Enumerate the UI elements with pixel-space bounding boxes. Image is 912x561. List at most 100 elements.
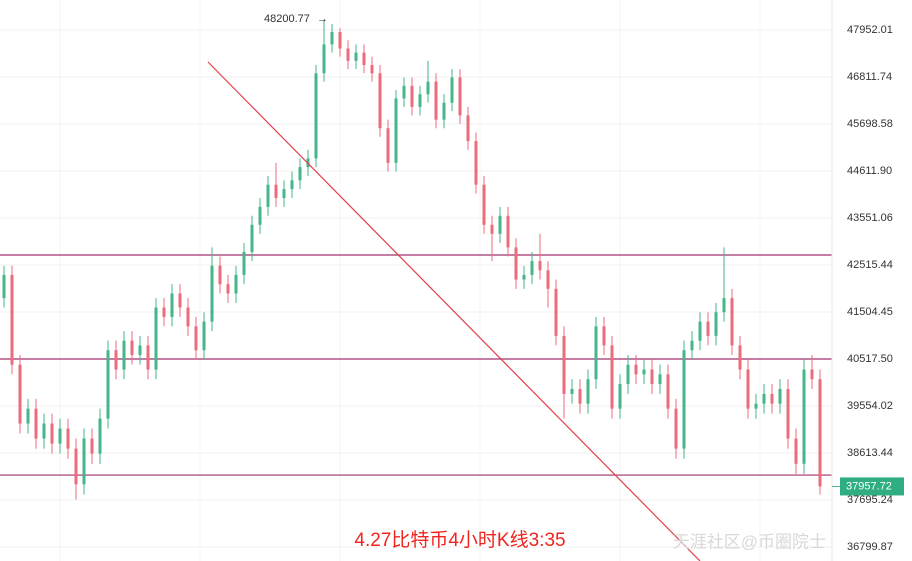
candle-body [10,274,14,365]
candle-body [178,293,182,308]
candle-body [58,428,62,444]
y-tick-label: 38613.44 [847,447,893,459]
candle-body [754,403,758,409]
candle-body [714,312,718,336]
candle-body [562,335,566,394]
candle-body [610,345,614,409]
candle-body [338,32,342,49]
candle-body [370,64,374,74]
candle-body [778,388,782,404]
plot-area [0,19,832,500]
candle-body [282,189,286,198]
candle-body [442,102,446,120]
peak-annotation: 48200.77 [264,13,310,25]
candle-body [634,364,638,375]
candle-body [82,438,86,485]
candle-body [74,448,78,485]
candle-body [162,307,166,317]
candle-body [290,180,294,190]
candle-body [298,167,302,181]
y-tick-label: 39554.02 [847,400,893,412]
candle-body [682,350,686,449]
candle-body [626,364,630,385]
candle-body [642,369,646,375]
candle-body [210,265,214,322]
candle-body [482,184,486,225]
candle-body [402,85,406,99]
candle-body [274,184,278,198]
candle-body [418,94,422,107]
candle-body [818,379,822,487]
candle-body [802,369,806,464]
candle-body [594,326,598,380]
candle-body [658,374,662,385]
candle-body [730,298,734,346]
y-axis: 47952.01 46811.74 45698.58 44611.90 43551.06… [832,24,904,553]
candle-body [234,274,238,294]
candle-body [706,321,710,336]
candle-body [330,32,334,45]
candle-body [426,81,430,95]
candle-body [770,393,774,404]
candle-body [810,369,814,380]
candle-body [650,369,654,385]
candle-body [522,274,526,280]
candle-body [498,215,502,234]
y-tick-label: 41504.45 [847,306,893,318]
candle-body [218,265,222,285]
candle-body [618,384,622,409]
candle-body [90,438,94,454]
candle-body [354,52,358,61]
candle-body [490,224,494,234]
candle-body [346,48,350,61]
candle-body [674,408,678,449]
candle-body [602,326,606,346]
candle-body [50,423,54,444]
candle-body [378,73,382,129]
candle-body [146,345,150,370]
last-price-label: 37957.72 [846,480,892,492]
candle-body [786,388,790,439]
candle-body [98,418,102,454]
y-tick-label: 44611.90 [847,165,892,177]
candle-body [794,438,798,464]
candle-body [666,374,670,409]
candle-body [698,321,702,341]
candle-body [434,81,438,120]
candle-body [538,261,542,271]
candle-body [546,270,550,289]
candle-body [114,350,118,370]
y-tick-label: 42515.44 [847,259,893,271]
candle-body [450,77,454,103]
candle-body [746,369,750,409]
candle-body [386,128,390,163]
chart-title: 4.27比特币4小时K线3:35 [354,529,565,551]
candle-body [202,321,206,351]
peak-arrow: → [317,13,328,25]
candle-body [66,428,70,449]
candle-body [586,379,590,404]
candle-body [106,350,110,419]
candle-body [690,340,694,351]
candle-body [738,345,742,370]
candle-body [506,215,510,248]
grid [0,0,832,561]
candle-body [570,388,574,394]
y-tick-label: 45698.58 [847,118,893,130]
candle-body [266,184,270,207]
y-tick-label: 36799.87 [847,541,893,553]
candle-body [194,326,198,351]
candle-body [554,288,558,336]
trend-line [207,61,701,561]
candle-body [410,85,414,107]
candle-body [314,73,318,159]
y-tick-label: 46811.74 [847,71,892,83]
candle-body [154,307,158,370]
candle-body [394,98,398,163]
candle-body [42,423,46,439]
last-price-box [840,477,904,496]
candle-body [2,274,6,299]
candle-body [530,261,534,275]
